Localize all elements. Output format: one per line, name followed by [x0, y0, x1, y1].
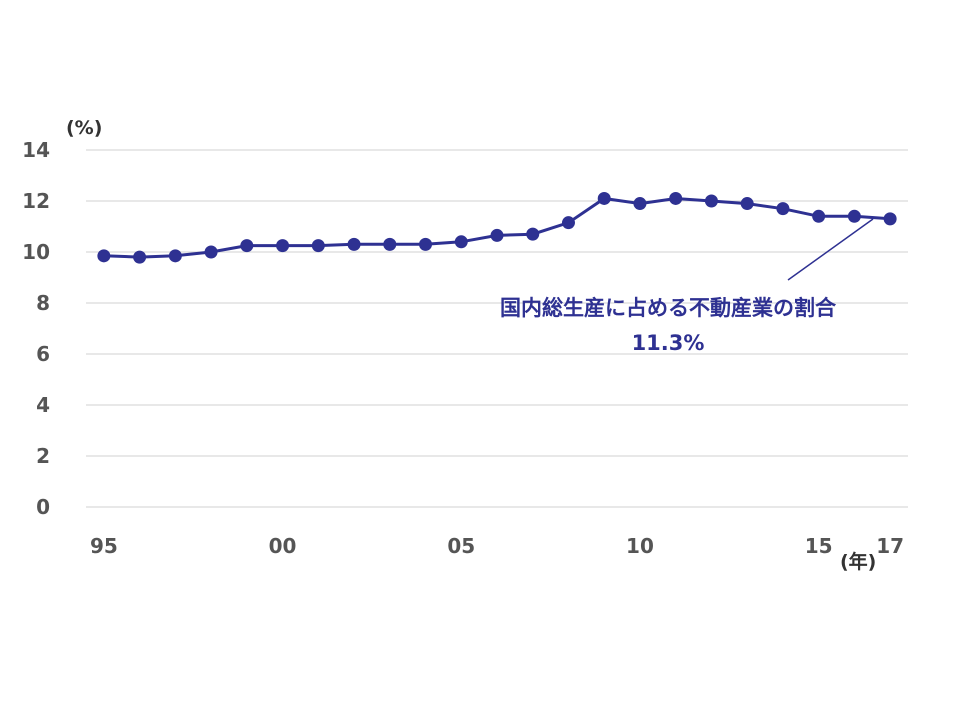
data-point-2015 [812, 209, 826, 223]
x-tick-label: 95 [90, 534, 118, 558]
x-axis-ticks: 95 00 05 10 15 17 [90, 534, 904, 558]
x-axis-unit: (年) [840, 550, 876, 573]
data-point-2013 [740, 197, 754, 211]
y-tick-label: 10 [22, 240, 50, 264]
data-point-2012 [704, 194, 718, 208]
data-point-2001 [311, 239, 325, 253]
x-tick-label: 17 [876, 534, 904, 558]
annotation-value: 11.3% [632, 331, 705, 355]
data-point-1997 [168, 249, 182, 263]
y-tick-label: 0 [36, 495, 50, 519]
y-axis-unit: (%) [66, 117, 102, 139]
data-point-2004 [419, 237, 433, 251]
data-point-2010 [633, 197, 647, 211]
data-point-2017 [883, 212, 897, 226]
data-point-1998 [204, 245, 218, 259]
data-point-2005 [454, 235, 468, 249]
data-point-2002 [347, 237, 361, 251]
data-point-2006 [490, 228, 504, 242]
data-point-2014 [776, 202, 790, 216]
series-line [103, 196, 891, 259]
x-tick-label: 05 [447, 534, 475, 558]
x-tick-label: 15 [805, 534, 833, 558]
y-tick-label: 2 [36, 444, 50, 468]
x-tick-label: 10 [626, 534, 654, 558]
x-tick-label: 00 [269, 534, 297, 558]
data-point-2008 [561, 216, 575, 230]
data-point-2011 [669, 191, 683, 205]
data-point-2003 [383, 237, 397, 251]
data-point-1999 [240, 239, 254, 253]
annotation-text: 国内総生産に占める不動産業の割合 [500, 296, 837, 320]
data-point-2016 [847, 209, 861, 223]
gridlines [86, 149, 908, 508]
data-point-2009 [597, 191, 611, 205]
data-point-1996 [133, 250, 147, 264]
y-tick-label: 14 [22, 138, 50, 162]
data-points [97, 191, 897, 264]
data-point-2007 [526, 227, 540, 241]
y-tick-label: 8 [36, 291, 50, 315]
y-tick-label: 12 [22, 189, 50, 213]
data-point-1995 [97, 249, 111, 263]
y-axis-ticks: 0 2 4 6 8 10 12 14 [22, 138, 50, 519]
y-tick-label: 4 [36, 393, 50, 417]
data-point-2000 [276, 239, 290, 253]
y-tick-label: 6 [36, 342, 50, 366]
annotation-leader-line [787, 218, 874, 281]
